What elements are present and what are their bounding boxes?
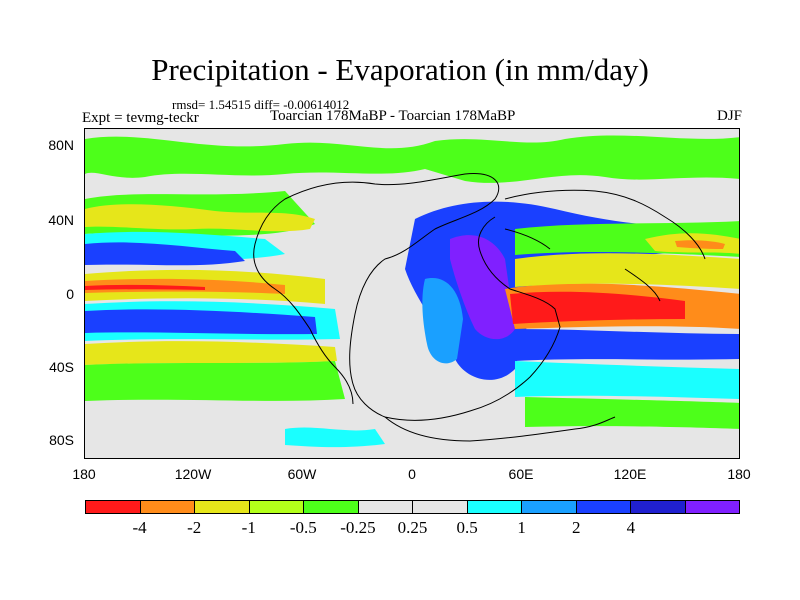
- season-label: DJF: [716, 108, 742, 124]
- colorbar-segment-5: [358, 501, 413, 513]
- field-red-east: [510, 291, 685, 324]
- experiment-label: Expt = tevmg-teckr: [82, 110, 199, 126]
- colorbar-label: -0.25: [340, 518, 376, 537]
- figure-title: Precipitation - Evaporation (in mm/day): [151, 52, 649, 87]
- field-purple-tethys: [450, 235, 515, 340]
- colorbar-label: 0.25: [397, 518, 428, 537]
- colorbar-segment-4: [304, 501, 359, 513]
- colorbar-label: -0.5: [289, 518, 317, 537]
- colorbar: [85, 500, 740, 514]
- colorbar-label: 1: [517, 518, 526, 537]
- y-tick-80n: 80N: [48, 137, 74, 153]
- field-green-east-s: [525, 397, 739, 429]
- colorbar-segment-9: [576, 501, 631, 513]
- colorbar-segment-8: [522, 501, 577, 513]
- colorbar-label: 0.5: [456, 518, 478, 537]
- colorbar-segment-1: [140, 501, 195, 513]
- field-map: [85, 129, 739, 458]
- field-yellow-east: [515, 253, 739, 289]
- tethys-coast: [504, 189, 706, 302]
- colorbar-label: 4: [626, 518, 636, 537]
- field-green-north: [85, 135, 739, 183]
- continent-outline: [253, 173, 616, 442]
- x-tick-120e: 120E: [613, 466, 647, 482]
- x-tick-0: 0: [408, 466, 416, 482]
- x-tick-120w: 120W: [174, 466, 212, 482]
- field-blue-20n: [85, 242, 245, 266]
- field-orange-ne: [675, 240, 725, 249]
- colorbar-segment-2: [195, 501, 250, 513]
- x-tick-60w: 60W: [287, 466, 317, 482]
- y-tick-0: 0: [66, 286, 74, 302]
- y-tick-40s: 40S: [49, 359, 74, 375]
- field-cyan-polar: [285, 427, 385, 448]
- colorbar-label: -1: [241, 518, 256, 537]
- field-blue-s: [85, 309, 317, 335]
- field-yellow-40n: [85, 204, 315, 232]
- colorbar-segment-7: [467, 501, 522, 513]
- field-blue-east-s: [515, 329, 739, 361]
- colorbar-label: 2: [572, 518, 581, 537]
- map-panel: [84, 128, 740, 459]
- y-tick-40n: 40N: [48, 212, 74, 228]
- field-green-s: [85, 361, 345, 401]
- colorbar-label: -2: [187, 518, 202, 537]
- colorbar-segment-0: [86, 501, 141, 513]
- x-tick-180w: 180: [72, 466, 96, 482]
- colorbar-segment-3: [249, 501, 304, 513]
- colorbar-segment-6: [413, 501, 468, 513]
- colorbar-segment-11: [685, 501, 739, 513]
- x-tick-180e: 180: [727, 466, 751, 482]
- field-cyan-east-s: [515, 361, 739, 399]
- field-lightblue-tethys: [422, 278, 463, 364]
- colorbar-label: -4: [132, 518, 147, 537]
- x-tick-60e: 60E: [508, 466, 534, 482]
- field-red-eq: [85, 284, 205, 290]
- field-yellow-s: [85, 341, 337, 365]
- colorbar-segment-10: [631, 501, 686, 513]
- y-tick-80s: 80S: [49, 432, 74, 448]
- period-label: Toarcian 178MaBP - Toarcian 178MaBP: [270, 108, 516, 124]
- stats-line: rmsd= 1.54515 diff= -0.00614012: [172, 97, 350, 112]
